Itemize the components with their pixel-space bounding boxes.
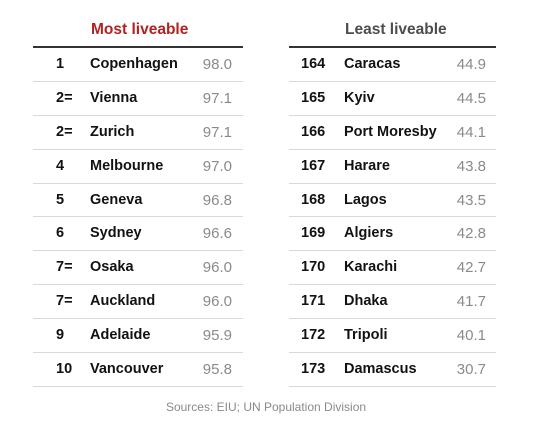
table-row: 1 Copenhagen 98.0 <box>33 48 243 82</box>
least-liveable-table: Least liveable 164 Caracas 44.9 165 Kyiv 44.5… <box>289 14 496 387</box>
score-cell: 30.7 <box>456 361 486 379</box>
rank-cell: 7= <box>56 293 73 310</box>
table-row: 169 Algiers 42.8 <box>289 217 496 252</box>
score-cell: 96.6 <box>202 225 232 243</box>
least-liveable-title: Least liveable <box>289 14 496 48</box>
score-cell: 43.5 <box>456 191 486 209</box>
city-cell: Kyiv <box>344 89 375 106</box>
city-cell: Osaka <box>90 259 134 276</box>
table-row: 7= Auckland 96.0 <box>33 285 243 320</box>
most-liveable-table: Most liveable 1 Copenhagen 98.0 2= Vienna 97.… <box>33 14 243 387</box>
city-cell: Adelaide <box>90 327 151 344</box>
score-cell: 44.1 <box>456 123 486 141</box>
rank-cell: 10 <box>56 361 73 378</box>
city-cell: Lagos <box>344 191 387 208</box>
rank-cell: 168 <box>301 191 326 208</box>
table-row: 167 Harare 43.8 <box>289 150 496 184</box>
score-cell: 42.7 <box>456 259 486 277</box>
city-cell: Auckland <box>90 293 156 310</box>
rank-cell: 173 <box>301 361 326 378</box>
rank-cell: 170 <box>301 259 326 276</box>
table-row: 173 Damascus 30.7 <box>289 353 496 387</box>
score-cell: 41.7 <box>456 293 486 311</box>
rank-cell: 2= <box>56 89 73 106</box>
score-cell: 95.8 <box>202 361 232 379</box>
table-row: 165 Kyiv 44.5 <box>289 82 496 116</box>
rank-cell: 171 <box>301 293 326 310</box>
score-cell: 42.8 <box>456 225 486 243</box>
table-row: 2= Vienna 97.1 <box>33 82 243 116</box>
table-row: 172 Tripoli 40.1 <box>289 319 496 354</box>
city-cell: Vancouver <box>90 361 164 378</box>
city-cell: Port Moresby <box>344 123 437 140</box>
score-cell: 43.8 <box>456 157 486 175</box>
rank-cell: 165 <box>301 89 326 106</box>
table-row: 2= Zurich 97.1 <box>33 116 243 150</box>
score-cell: 95.9 <box>202 327 232 345</box>
score-cell: 96.8 <box>202 191 232 209</box>
rank-cell: 164 <box>301 56 326 72</box>
table-row: 164 Caracas 44.9 <box>289 48 496 82</box>
rank-cell: 167 <box>301 157 326 174</box>
score-cell: 44.5 <box>456 89 486 107</box>
table-row: 9 Adelaide 95.9 <box>33 319 243 354</box>
city-cell: Algiers <box>344 225 394 242</box>
score-cell: 96.0 <box>202 293 232 311</box>
city-cell: Karachi <box>344 259 398 276</box>
least-liveable-rows: 164 Caracas 44.9 165 Kyiv 44.5 166 Port Moresby… <box>289 48 496 387</box>
rank-cell: 6 <box>56 225 65 242</box>
rank-cell: 166 <box>301 123 326 140</box>
score-cell: 98.0 <box>202 56 232 73</box>
rank-cell: 2= <box>56 123 73 140</box>
table-row: 168 Lagos 43.5 <box>289 184 496 218</box>
rank-cell: 169 <box>301 225 326 242</box>
city-cell: Vienna <box>90 89 138 106</box>
city-cell: Caracas <box>344 56 401 72</box>
rank-cell: 7= <box>56 259 73 276</box>
city-cell: Sydney <box>90 225 142 242</box>
rank-cell: 5 <box>56 191 65 208</box>
city-cell: Damascus <box>344 361 417 378</box>
table-row: 7= Osaka 96.0 <box>33 251 243 286</box>
table-row: 171 Dhaka 41.7 <box>289 285 496 320</box>
city-cell: Geneva <box>90 191 143 208</box>
rank-cell: 4 <box>56 157 65 174</box>
score-cell: 40.1 <box>456 327 486 345</box>
most-liveable-rows: 1 Copenhagen 98.0 2= Vienna 97.1 2= Zurich 97.1 4… <box>33 48 243 387</box>
table-row: 6 Sydney 96.6 <box>33 217 243 252</box>
rank-cell: 9 <box>56 327 65 344</box>
rank-cell: 1 <box>56 56 65 72</box>
city-cell: Zurich <box>90 123 135 140</box>
score-cell: 97.1 <box>202 89 232 107</box>
city-cell: Copenhagen <box>90 56 178 72</box>
source-note: Sources: EIU; UN Population Division <box>165 400 367 414</box>
table-row: 4 Melbourne 97.0 <box>33 150 243 184</box>
score-cell: 97.0 <box>202 157 232 175</box>
score-cell: 97.1 <box>202 123 232 141</box>
city-cell: Harare <box>344 157 390 174</box>
table-row: 166 Port Moresby 44.1 <box>289 116 496 150</box>
most-liveable-title: Most liveable <box>33 14 243 48</box>
city-cell: Melbourne <box>90 157 164 174</box>
table-row: 5 Geneva 96.8 <box>33 184 243 218</box>
score-cell: 44.9 <box>456 56 486 73</box>
city-cell: Tripoli <box>344 327 388 344</box>
table-row: 170 Karachi 42.7 <box>289 251 496 286</box>
rank-cell: 172 <box>301 327 326 344</box>
city-cell: Dhaka <box>344 293 388 310</box>
score-cell: 96.0 <box>202 259 232 277</box>
table-row: 10 Vancouver 95.8 <box>33 353 243 387</box>
